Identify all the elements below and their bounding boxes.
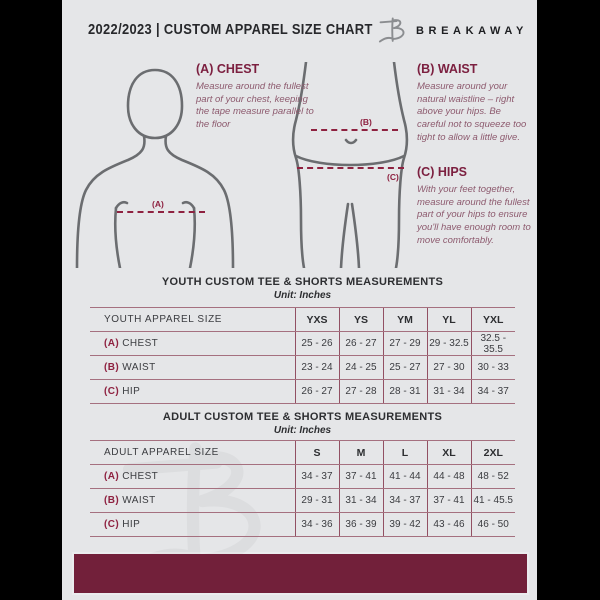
cell-value: 25 - 26 — [294, 331, 339, 356]
cell-value: 28 - 31 — [382, 379, 427, 404]
column-header: YXS — [294, 307, 339, 332]
column-header: M — [338, 440, 383, 465]
cell-value: 46 - 50 — [470, 512, 515, 537]
upper-body-figure — [75, 68, 235, 268]
column-header: YM — [382, 307, 427, 332]
cell-value: 27 - 29 — [382, 331, 427, 356]
row-label-text: CHEST — [122, 338, 159, 349]
chest-heading: (A) CHEST — [196, 62, 260, 76]
row-key: (B) — [104, 495, 120, 506]
hips-heading: (C) HIPS — [417, 165, 467, 179]
cell-value: 32.5 - 35.5 — [470, 331, 515, 356]
chest-description: Measure around the fullest part of your … — [196, 81, 314, 131]
table-row: (A) CHEST 34 - 37 37 - 41 41 - 44 44 - 4… — [90, 464, 515, 489]
row-label: (C) HIP — [90, 512, 295, 537]
table-row: (C) HIP 26 - 27 27 - 28 28 - 31 31 - 34 … — [90, 379, 515, 404]
cell-value: 26 - 27 — [338, 331, 383, 356]
row-key: (A) — [104, 338, 120, 349]
cell-value: 48 - 52 — [470, 464, 515, 489]
waist-dashed-line — [311, 129, 398, 131]
table-header-row: ADULT APPAREL SIZE S M L XL 2XL — [90, 440, 515, 465]
cell-value: 24 - 25 — [338, 355, 383, 380]
column-header: YL — [426, 307, 471, 332]
row-label: (B) WAIST — [90, 488, 295, 513]
cell-value: 29 - 32.5 — [426, 331, 471, 356]
row-label: (C) HIP — [90, 379, 295, 404]
cell-value: 43 - 46 — [426, 512, 471, 537]
chest-dashed-line — [117, 211, 205, 213]
cell-value: 30 - 33 — [470, 355, 515, 380]
row-label-text: HIP — [122, 519, 141, 530]
youth-table-caption: YOUTH CUSTOM TEE & SHORTS MEASUREMENTS — [161, 276, 444, 288]
cell-value: 26 - 27 — [294, 379, 339, 404]
adult-table-caption: ADULT CUSTOM TEE & SHORTS MEASUREMENTS — [162, 411, 443, 423]
adult-size-table: ADULT APPAREL SIZE S M L XL 2XL (A) CHES… — [90, 440, 515, 537]
column-header: S — [294, 440, 339, 465]
row-label-text: WAIST — [122, 495, 156, 506]
hips-dashed-line — [297, 167, 404, 169]
column-header: ADULT APPAREL SIZE — [90, 440, 295, 465]
cell-value: 27 - 28 — [338, 379, 383, 404]
hips-marker-label: (C) — [387, 172, 399, 182]
column-header: YXL — [470, 307, 515, 332]
cell-value: 31 - 34 — [338, 488, 383, 513]
row-key: (C) — [104, 386, 120, 397]
cell-value: 29 - 31 — [294, 488, 339, 513]
size-chart-page: 2022/2023 | CUSTOM APPAREL SIZE CHART BR… — [62, 0, 537, 600]
column-header: 2XL — [470, 440, 515, 465]
table-row: (C) HIP 34 - 36 36 - 39 39 - 42 43 - 46 … — [90, 512, 515, 537]
cell-value: 41 - 44 — [382, 464, 427, 489]
column-header: YS — [338, 307, 383, 332]
table-header-row: YOUTH APPAREL SIZE YXS YS YM YL YXL — [90, 307, 515, 332]
cell-value: 34 - 36 — [294, 512, 339, 537]
column-header: L — [382, 440, 427, 465]
chest-marker-label: (A) — [152, 199, 164, 209]
lower-torso-figure — [291, 62, 409, 268]
row-label: (A) CHEST — [90, 331, 295, 356]
hips-description: With your feet together, measure around … — [417, 184, 531, 246]
cell-value: 41 - 45.5 — [470, 488, 515, 513]
row-label-text: HIP — [122, 386, 141, 397]
cell-value: 39 - 42 — [382, 512, 427, 537]
column-header: YOUTH APPAREL SIZE — [90, 307, 295, 332]
adult-table-unit: Unit: Inches — [273, 425, 332, 436]
cell-value: 23 - 24 — [294, 355, 339, 380]
row-key: (C) — [104, 519, 120, 530]
cell-value: 34 - 37 — [294, 464, 339, 489]
table-row: (B) WAIST 23 - 24 24 - 25 25 - 27 27 - 3… — [90, 355, 515, 380]
cell-value: 37 - 41 — [426, 488, 471, 513]
page-title: 2022/2023 | CUSTOM APPAREL SIZE CHART — [88, 21, 373, 38]
cell-value: 34 - 37 — [470, 379, 515, 404]
row-key: (B) — [104, 362, 120, 373]
cell-value: 31 - 34 — [426, 379, 471, 404]
breakaway-logo-icon — [378, 17, 405, 43]
cell-value: 27 - 30 — [426, 355, 471, 380]
row-key: (A) — [104, 471, 120, 482]
waist-heading: (B) WAIST — [417, 62, 478, 76]
cell-value: 44 - 48 — [426, 464, 471, 489]
brand-name: BREAKAWAY — [416, 25, 528, 37]
cell-value: 34 - 37 — [382, 488, 427, 513]
column-header: XL — [426, 440, 471, 465]
table-row: (A) CHEST 25 - 26 26 - 27 27 - 29 29 - 3… — [90, 331, 515, 356]
youth-size-table: YOUTH APPAREL SIZE YXS YS YM YL YXL (A) … — [90, 307, 515, 404]
cell-value: 25 - 27 — [382, 355, 427, 380]
row-label-text: CHEST — [122, 471, 159, 482]
row-label: (B) WAIST — [90, 355, 295, 380]
row-label: (A) CHEST — [90, 464, 295, 489]
waist-description: Measure around your natural waistline – … — [417, 81, 527, 143]
youth-table-unit: Unit: Inches — [273, 290, 332, 301]
cell-value: 36 - 39 — [338, 512, 383, 537]
cell-value: 37 - 41 — [338, 464, 383, 489]
table-row: (B) WAIST 29 - 31 31 - 34 34 - 37 37 - 4… — [90, 488, 515, 513]
waist-marker-label: (B) — [360, 117, 372, 127]
footer-bar — [74, 554, 527, 593]
row-label-text: WAIST — [122, 362, 156, 373]
